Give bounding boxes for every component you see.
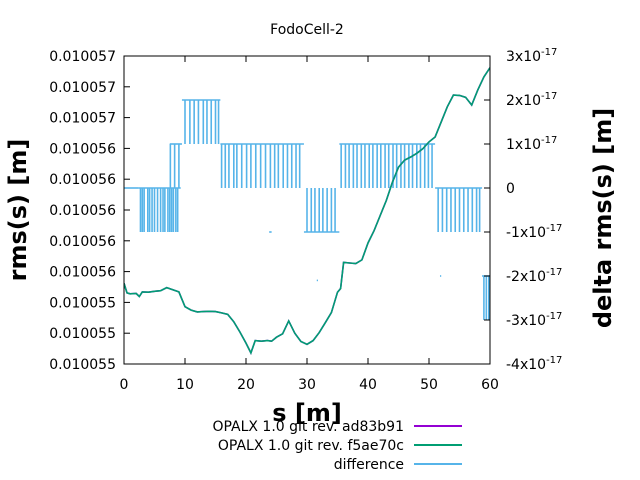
y-tick-label: 0.010055 — [49, 357, 116, 373]
x-tick-label: 30 — [298, 377, 316, 393]
y2-tick-label: 3x10-17 — [506, 47, 557, 65]
y-axis-label: rms(s) [m] — [4, 139, 32, 282]
x-axis-label: s [m] — [272, 399, 342, 427]
y-tick-label: 0.010056 — [49, 141, 116, 157]
series-layer — [124, 67, 490, 355]
y-tick-label: 0.010056 — [49, 265, 116, 281]
plot-area — [123, 55, 491, 365]
y-tick-label: 0.010057 — [49, 80, 116, 96]
y-tick-label: 0.010056 — [49, 203, 116, 219]
y2-tick-label: 1x10-17 — [506, 135, 557, 153]
x-tick-label: 50 — [420, 377, 438, 393]
series-f5ae70c-line — [124, 67, 490, 355]
legend-label: OPALX 1.0 git rev. f5ae70c — [218, 438, 404, 454]
x-tick-label: 0 — [120, 377, 129, 393]
legend-label: OPALX 1.0 git rev. ad83b91 — [212, 419, 404, 435]
x-tick-label: 10 — [176, 377, 194, 393]
x-tick-label: 40 — [359, 377, 377, 393]
x-tick-label: 60 — [481, 377, 499, 393]
y2-tick-label: -1x10-17 — [506, 223, 562, 241]
y2-tick-label: 2x10-17 — [506, 91, 557, 109]
y2-axis-label: delta rms(s) [m] — [589, 108, 617, 328]
y2-tick-label: 0 — [506, 181, 515, 197]
y2-tick-label: -3x10-17 — [506, 311, 562, 329]
y-tick-label: 0.010057 — [49, 49, 116, 65]
x-axis-ticks: 0 10 20 30 40 50 60 — [120, 56, 499, 393]
y-tick-label: 0.010055 — [49, 295, 116, 311]
chart-title: FodoCell-2 — [270, 22, 344, 38]
x-tick-label: 20 — [237, 377, 255, 393]
y2-tick-label: -4x10-17 — [506, 355, 562, 373]
y-tick-label: 0.010056 — [49, 172, 116, 188]
y-tick-label: 0.010055 — [49, 326, 116, 342]
y-tick-label: 0.010056 — [49, 234, 116, 250]
y2-tick-label: -2x10-17 — [506, 267, 562, 285]
series-difference — [124, 99, 490, 320]
y-tick-label: 0.010057 — [49, 111, 116, 127]
y-axis-ticks: 0.010055 0.010055 0.010055 0.010056 0.010056… — [49, 49, 130, 373]
legend: OPALX 1.0 git rev. ad83b91 OPALX 1.0 git … — [212, 419, 462, 473]
legend-label: difference — [334, 457, 404, 473]
y2-axis-ticks: 3x10-17 2x10-17 1x10-17 0 -1x10-17 -2x10-17 -3… — [484, 47, 562, 373]
